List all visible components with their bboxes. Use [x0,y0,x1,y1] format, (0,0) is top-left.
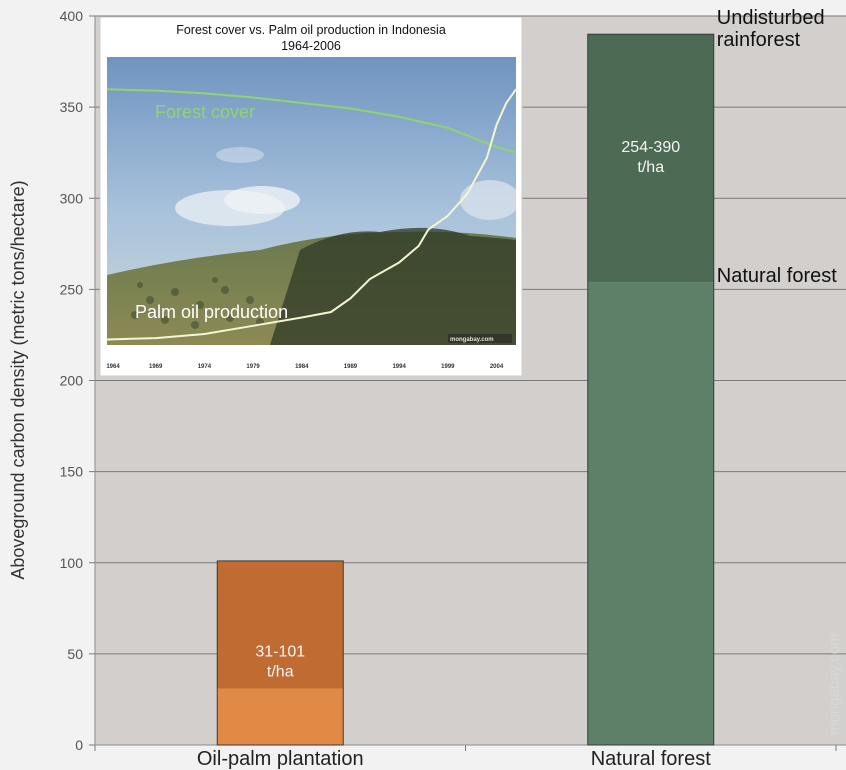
y-axis-label: Aboveground carbon density (metric tons/… [8,180,28,579]
watermark: mongabay.com [826,634,843,735]
inset-x-ticks: 1964 1969 1974 1979 1984 1989 1994 1999 2004 [106,364,504,370]
inset-x-tick-label: 1999 [441,364,455,370]
bar-outline [216,560,344,746]
bar-upper-range [587,34,714,283]
bars: 31-101 t/ha 254-390 t/ha [216,33,715,746]
inset-x-tick-label: 1974 [198,364,212,370]
palm-oil-line [106,88,517,341]
inset-x-tick-label: 1969 [149,364,163,370]
palm-oil-label: Palm oil production [135,302,288,322]
inset-series-lines [106,88,517,341]
inset-subtitle: 1964-2006 [281,39,341,53]
bar-value-label: 254-390 [621,139,680,156]
y-tick-label: 150 [60,464,84,480]
y-tick-label: 200 [60,373,84,389]
value-annotation: Natural forest [717,265,837,287]
bar-lower-range [217,688,344,745]
inset-title: Forest cover vs. Palm oil production in … [176,23,446,37]
inset-x-tick-label: 1994 [392,364,406,370]
bar-upper-range [217,560,344,689]
bar-value-label: t/ha [267,664,294,681]
value-annotation: rainforest [717,29,801,51]
y-tick-label: 50 [67,646,83,662]
y-tick-label: 0 [75,737,83,753]
category-label: Natural forest [591,748,711,770]
y-tick-label: 100 [60,555,84,571]
y-tick-label: 400 [60,8,84,24]
bar-value-label: t/ha [637,159,664,176]
inset-x-tick-label: 1984 [295,364,309,370]
y-tick-label: 350 [60,99,84,115]
inset-x-tick-label: 1964 [106,364,120,370]
bar-value-label: 31-101 [255,644,305,661]
bar-lower-range [587,282,714,745]
y-tick-label: 300 [60,190,84,206]
forest-cover-label: Forest cover [155,102,255,122]
inset-x-tick-label: 1979 [246,364,260,370]
inset-chart: Forest cover vs. Palm oil production in … [99,16,523,377]
value-annotation: Undisturbed [717,7,825,29]
y-tick-label: 250 [60,281,84,297]
category-labels: Oil-palm plantation Natural forest [197,748,711,770]
forest-cover-line [106,88,517,154]
y-axis-ticks: 0 50 100 150 200 250 300 350 400 [60,8,95,753]
inset-x-tick-label: 2004 [490,364,504,370]
inset-watermark: mongabay.com [450,337,494,343]
category-label: Oil-palm plantation [197,748,364,770]
bar-outline [587,33,715,746]
inset-x-tick-label: 1989 [344,364,358,370]
